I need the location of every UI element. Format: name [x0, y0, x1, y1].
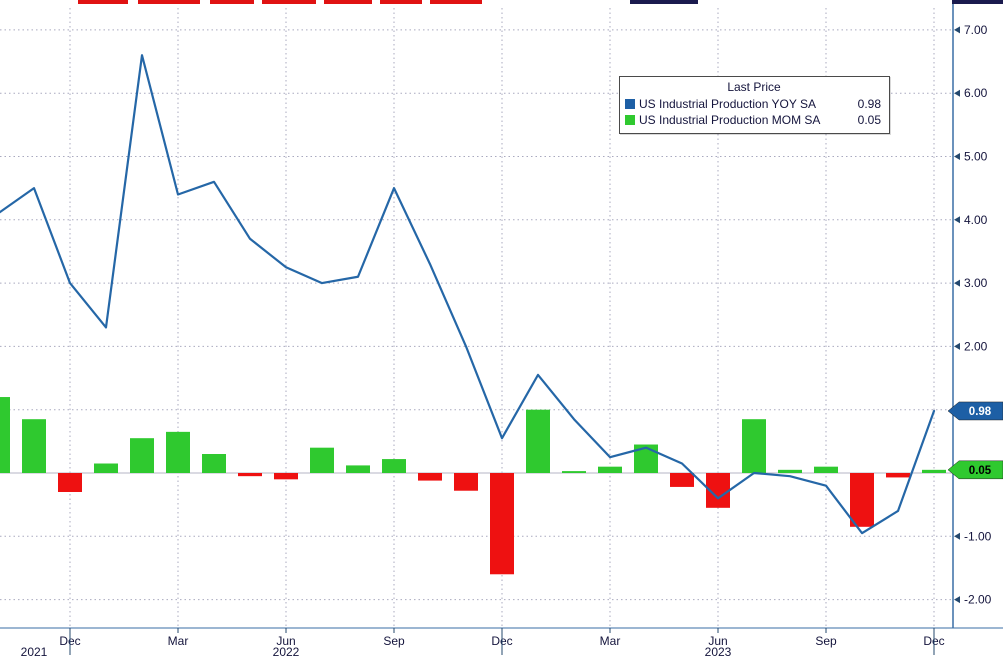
- mom-bar: [778, 469, 802, 473]
- yoy-series-value: 0.98: [857, 97, 881, 111]
- x-axis-year-label: 2023: [705, 645, 732, 658]
- y-axis-label: 6.00: [964, 86, 988, 100]
- mom-bar: [490, 473, 514, 575]
- x-axis-month-label: Jun: [708, 634, 727, 648]
- mom-bar: [202, 454, 226, 473]
- y-axis-label: 4.00: [964, 213, 988, 227]
- y-axis-label: 2.00: [964, 339, 988, 353]
- y-tick-arrow-icon: [954, 153, 960, 160]
- mom-bar: [310, 447, 334, 473]
- mom-bar: [238, 473, 262, 477]
- legend-item-yoy: US Industrial Production YOY SA 0.98: [625, 96, 883, 112]
- y-tick-arrow-icon: [954, 216, 960, 224]
- mom-bar: [58, 473, 82, 492]
- mom-bar: [22, 419, 46, 473]
- mom-bar: [922, 469, 946, 473]
- cropped-text-fragment: [78, 0, 128, 4]
- mom-bar: [814, 466, 838, 473]
- mom-bar: [130, 438, 154, 473]
- mom-bar: [670, 473, 694, 487]
- mom-bar: [598, 466, 622, 473]
- mom-bar: [346, 465, 370, 473]
- last-price-badge-text: 0.98: [969, 406, 992, 418]
- cropped-text-fragment: [324, 0, 372, 4]
- y-axis-label: 3.00: [964, 276, 988, 290]
- cropped-text-fragment: [210, 0, 254, 4]
- x-axis-month-label: Sep: [815, 634, 837, 648]
- legend-item-mom: US Industrial Production MOM SA 0.05: [625, 112, 883, 128]
- mom-bar: [562, 471, 586, 473]
- cropped-text-fragment: [138, 0, 200, 4]
- mom-series-label: US Industrial Production MOM SA: [639, 113, 821, 127]
- mom-series-swatch: [625, 115, 635, 125]
- mom-bar: [274, 473, 298, 480]
- x-axis-year-label: 2021: [21, 645, 48, 658]
- mom-series-value: 0.05: [857, 113, 881, 127]
- mom-bar: [166, 431, 190, 473]
- x-axis-month-label: Sep: [383, 634, 405, 648]
- x-axis-month-label: Jun: [276, 634, 295, 648]
- x-axis-year-label: 2022: [273, 645, 300, 658]
- yoy-series-label: US Industrial Production YOY SA: [639, 97, 816, 111]
- cropped-text-fragment: [262, 0, 316, 4]
- y-tick-arrow-icon: [954, 596, 960, 604]
- y-axis-label: 7.00: [964, 23, 988, 37]
- y-axis-label: -2.00: [964, 593, 992, 607]
- mom-bar: [742, 419, 766, 473]
- y-tick-arrow-icon: [954, 26, 960, 34]
- last-price-badge-text: 0.05: [969, 465, 992, 477]
- last-price-badge: [947, 460, 1003, 480]
- legend: Last Price US Industrial Production YOY …: [619, 76, 890, 134]
- y-axis-label: 5.00: [964, 150, 988, 164]
- mom-bar: [418, 473, 442, 481]
- yoy-series-swatch: [625, 99, 635, 109]
- x-axis-month-label: Mar: [600, 634, 621, 648]
- y-axis-label: -1.00: [964, 529, 992, 543]
- y-tick-arrow-icon: [954, 279, 960, 287]
- mom-bar: [526, 409, 550, 473]
- mom-bar: [886, 473, 910, 478]
- cropped-text-fragment: [952, 0, 1003, 4]
- mom-bar: [850, 473, 874, 527]
- y-tick-arrow-icon: [954, 532, 960, 540]
- cropped-text-fragment: [630, 0, 698, 4]
- y-tick-arrow-icon: [954, 342, 960, 350]
- cropped-text-fragment: [380, 0, 422, 4]
- x-axis-month-label: Mar: [168, 634, 189, 648]
- y-tick-arrow-icon: [954, 89, 960, 97]
- mom-bar: [0, 397, 10, 473]
- mom-bar: [94, 463, 118, 473]
- legend-title: Last Price: [727, 80, 781, 94]
- yoy-line: [0, 54, 936, 535]
- mom-bar: [382, 459, 406, 473]
- mom-bar: [454, 473, 478, 491]
- last-price-badge: [947, 401, 1003, 421]
- cropped-text-fragment: [430, 0, 482, 4]
